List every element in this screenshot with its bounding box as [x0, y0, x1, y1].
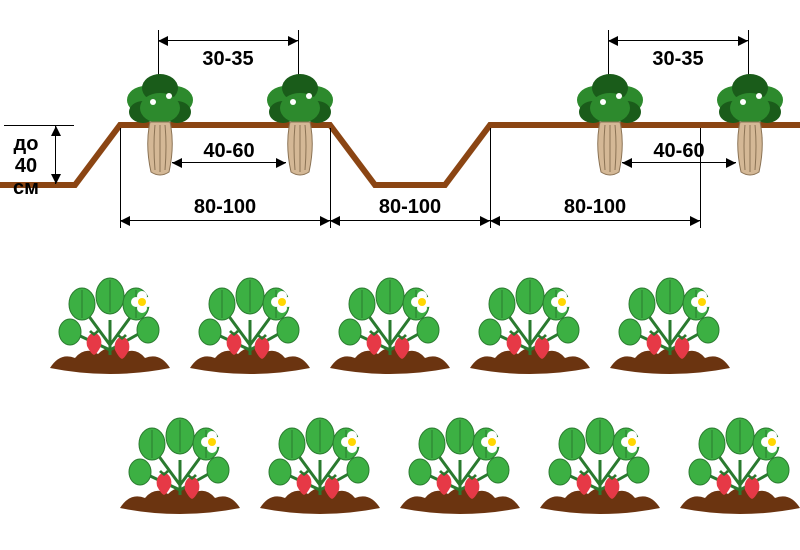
- bed1-width-label: 80-100: [120, 196, 330, 219]
- bed2-ext-r: [700, 128, 701, 228]
- bed2-top-dim: [608, 40, 748, 41]
- strawberry-plant: [530, 400, 670, 520]
- cross-section-plant-4: [705, 60, 795, 150]
- strawberry-plant: [390, 400, 530, 520]
- bed1-top-dim: [158, 40, 298, 41]
- bed2-width-label: 80-100: [490, 196, 700, 219]
- strawberry-plant: [600, 260, 740, 380]
- height-dim-line: [55, 126, 56, 184]
- furrow-width-dim: [330, 220, 490, 221]
- bed2-width-dim: [490, 220, 700, 221]
- height-ext-top: [4, 125, 74, 126]
- strawberry-plant: [670, 400, 800, 520]
- strawberry-plant: [40, 260, 180, 380]
- bed1-width-dim: [120, 220, 330, 221]
- height-label: до 40 см: [0, 133, 52, 199]
- cross-section-plant-1: [115, 60, 205, 150]
- bed-cross-section: до 40 см 30-35 30-35: [0, 0, 800, 250]
- bed2-root-label: 40-60: [622, 140, 736, 163]
- strawberry-plant: [250, 400, 390, 520]
- strawberry-plant: [110, 400, 250, 520]
- plan-view-grid: [40, 260, 760, 540]
- cross-section-plant-3: [565, 60, 655, 150]
- cross-section-plant-2: [255, 60, 345, 150]
- furrow-width-label: 80-100: [330, 196, 490, 219]
- bed1-root-label: 40-60: [172, 140, 286, 163]
- strawberry-plant: [180, 260, 320, 380]
- strawberry-plant: [460, 260, 600, 380]
- strawberry-plant: [320, 260, 460, 380]
